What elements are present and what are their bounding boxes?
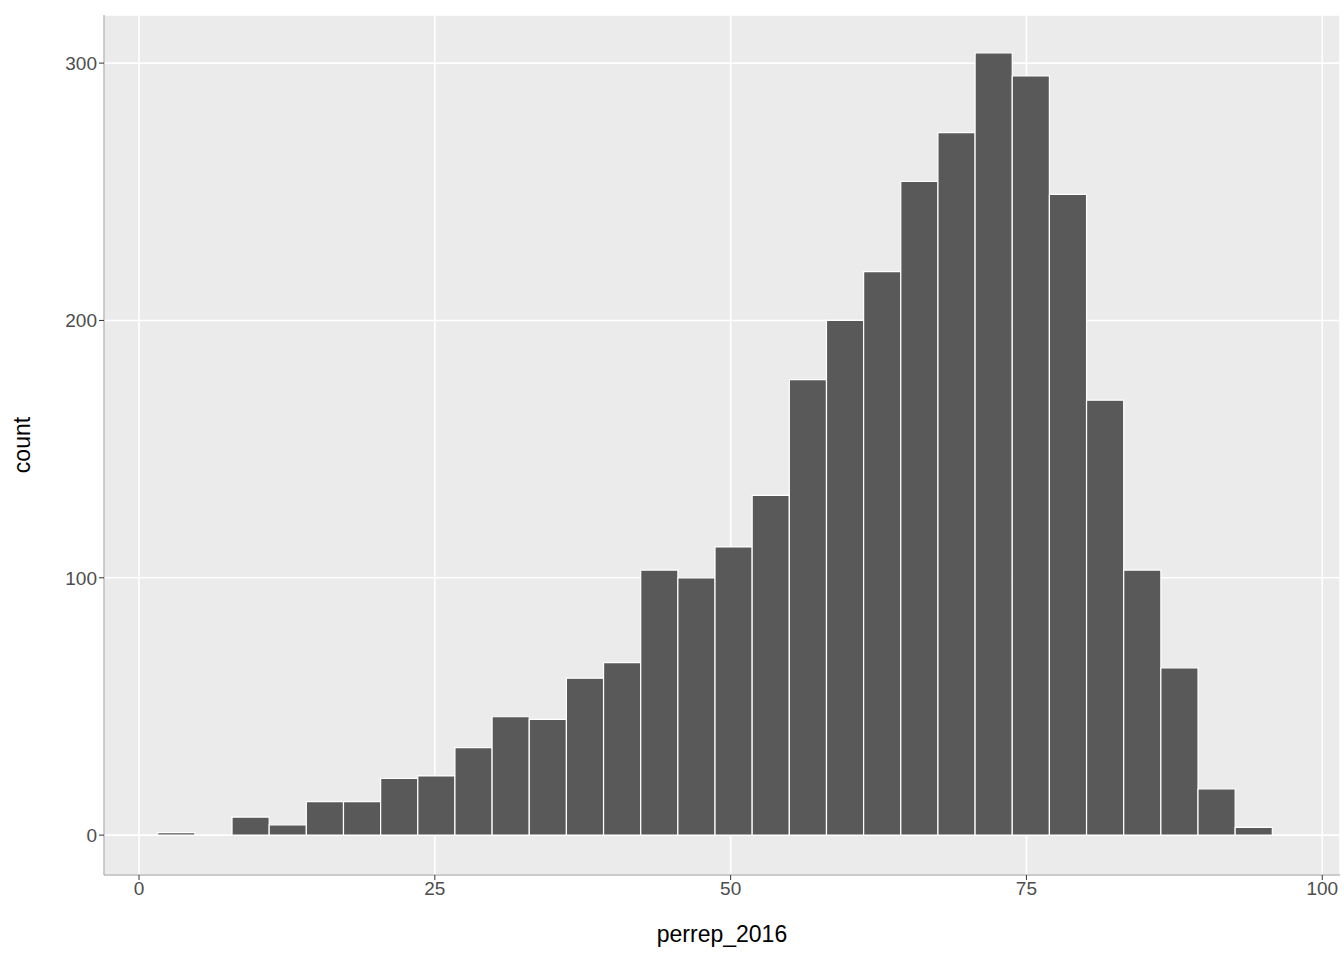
svg-text:0: 0	[86, 825, 97, 846]
svg-text:100: 100	[65, 568, 97, 589]
svg-text:300: 300	[65, 53, 97, 74]
svg-text:100: 100	[1306, 878, 1336, 899]
svg-text:75: 75	[1016, 878, 1037, 899]
svg-text:count: count	[9, 416, 35, 473]
svg-text:25: 25	[424, 878, 445, 899]
svg-text:0: 0	[134, 878, 145, 899]
svg-text:200: 200	[65, 310, 97, 331]
svg-text:50: 50	[720, 878, 741, 899]
svg-text:perrep_2016: perrep_2016	[657, 921, 787, 947]
